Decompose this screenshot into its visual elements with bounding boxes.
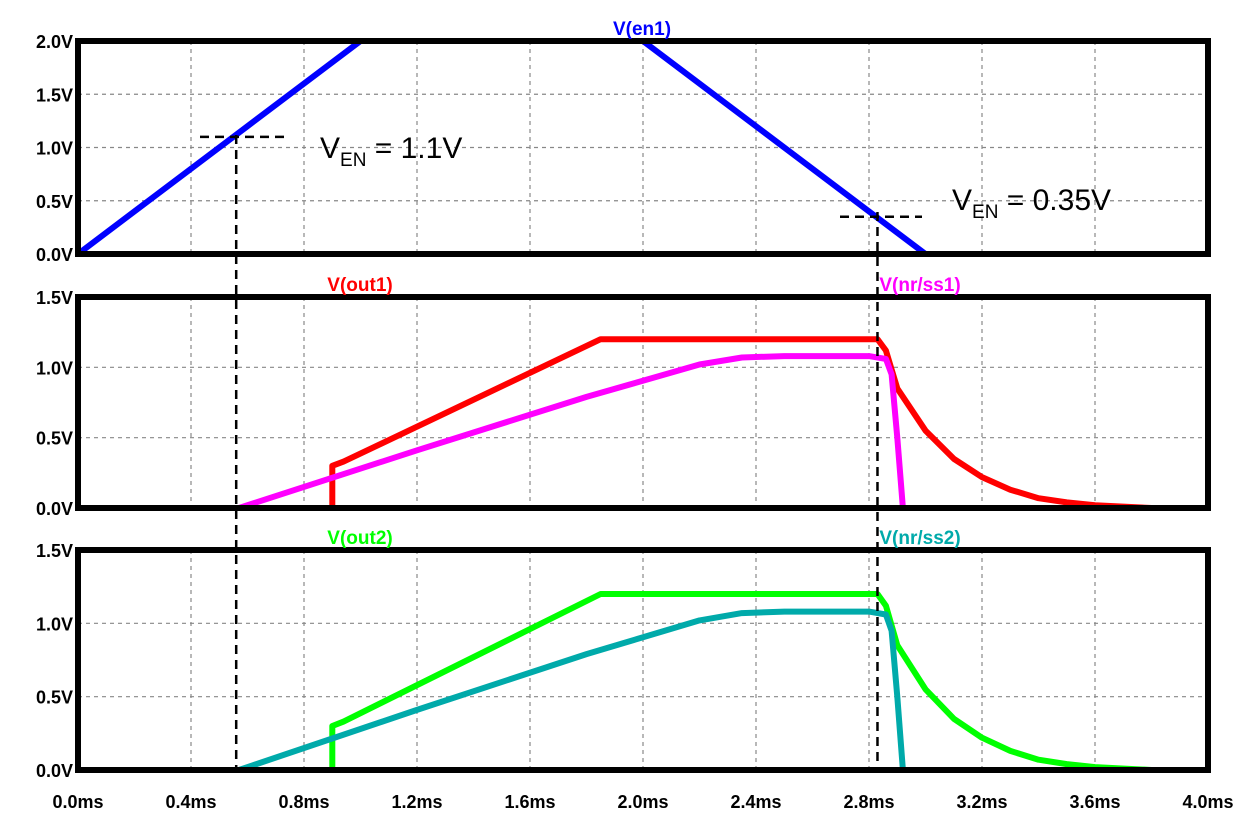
series-name-label: V(out2)	[327, 528, 392, 549]
y-tick-label: 0.0V	[36, 761, 73, 781]
series-line-v-nr-ss2	[75, 608, 1211, 773]
x-tick-label: 3.2ms	[956, 792, 1007, 812]
frame-layer	[75, 38, 1211, 773]
y-tick-label: 0.5V	[36, 192, 73, 212]
threshold-annotation: VEN = 0.35V	[952, 184, 1111, 223]
x-tick-label: 0.8ms	[278, 792, 329, 812]
plot-frame	[75, 547, 1211, 773]
y-tick-label: 1.5V	[36, 288, 73, 308]
x-tick-label: 2.0ms	[617, 792, 668, 812]
series-layer	[75, 38, 1211, 773]
x-tick-label: 2.4ms	[730, 792, 781, 812]
series-name-label: V(nr/ss1)	[879, 275, 960, 296]
y-tick-label: 1.5V	[36, 85, 73, 105]
y-tick-label: 0.0V	[36, 245, 73, 265]
y-tick-label: 0.5V	[36, 688, 73, 708]
series-line-v-out2	[75, 591, 1155, 773]
y-tick-label: 1.5V	[36, 541, 73, 561]
y-tick-label: 2.0V	[36, 32, 73, 52]
x-tick-label: 4.0ms	[1182, 792, 1233, 812]
series-line-v-out1	[75, 336, 1155, 511]
label-layer: 0.0V 0.5V 1.0V 1.5V 2.0V V(en1) VEN = 1.1V VEN …	[36, 19, 1234, 812]
y-tick-label: 0.5V	[36, 429, 73, 449]
x-tick-label: 2.8ms	[843, 792, 894, 812]
y-tick-label: 1.0V	[36, 614, 73, 634]
grid-layer	[78, 41, 1208, 770]
x-tick-label: 1.2ms	[391, 792, 442, 812]
series-name-label: V(en1)	[613, 19, 671, 40]
y-tick-label: 1.0V	[36, 139, 73, 159]
x-tick-label: 0.0ms	[52, 792, 103, 812]
series-line-v-nr-ss1	[75, 353, 1211, 511]
y-tick-label: 1.0V	[36, 358, 73, 378]
threshold-annotation: VEN = 1.1V	[320, 132, 462, 171]
series-name-label: V(out1)	[327, 275, 392, 296]
y-tick-label: 0.0V	[36, 499, 73, 519]
marker-layer	[200, 135, 922, 772]
plot-frame	[75, 38, 1211, 257]
x-tick-label: 3.6ms	[1069, 792, 1120, 812]
series-name-label: V(nr/ss2)	[879, 528, 960, 549]
x-tick-label: 0.4ms	[165, 792, 216, 812]
plot-frame	[75, 294, 1211, 511]
x-tick-label: 1.6ms	[504, 792, 555, 812]
